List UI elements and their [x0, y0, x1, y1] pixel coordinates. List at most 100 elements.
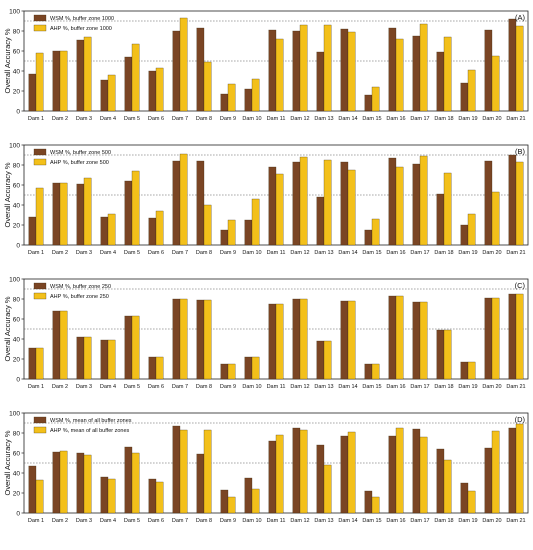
legend-swatch	[33, 24, 47, 32]
wsm-bar	[388, 295, 397, 380]
category-label: Dam 17	[410, 518, 429, 524]
ahp-bar	[155, 210, 164, 246]
wsm-bar	[244, 477, 253, 514]
y-tick-label: 80	[13, 28, 21, 35]
wsm-bar	[340, 300, 349, 380]
wsm-bar	[148, 70, 157, 112]
wsm-bar	[460, 82, 469, 112]
ahp-bar	[395, 166, 404, 246]
ahp-bar	[323, 340, 332, 380]
wsm-bar	[388, 435, 397, 514]
wsm-bar	[124, 180, 133, 246]
category-label: Dam 18	[434, 250, 453, 256]
ahp-bar	[251, 198, 260, 246]
ahp-bar	[347, 431, 356, 514]
chart-panel-0: 0 20 40 60 80 100 Overall Accuracy % Dam 1 Dam 2…	[3, 8, 529, 122]
ahp-bar	[59, 50, 68, 112]
wsm-bar	[508, 154, 517, 246]
category-label: Dam 16	[386, 384, 405, 390]
ahp-bar	[323, 464, 332, 514]
wsm-bar	[436, 51, 445, 112]
panel-label: (B)	[515, 147, 526, 156]
legend-label: WSM %, buffer zone 500	[50, 150, 111, 156]
ahp-bar	[347, 31, 356, 112]
ahp-bar	[491, 191, 500, 246]
wsm-bar	[172, 425, 181, 514]
category-label: Dam 14	[338, 116, 357, 122]
ahp-bar	[179, 153, 188, 246]
wsm-bar	[172, 160, 181, 246]
panel-label: (D)	[515, 415, 526, 424]
category-label: Dam 21	[506, 384, 525, 390]
y-axis-label: Overall Accuracy %	[3, 430, 12, 495]
y-tick-label: 60	[13, 316, 21, 323]
wsm-bar	[484, 29, 493, 112]
ahp-bar	[491, 430, 500, 514]
category-label: Dam 3	[76, 384, 92, 390]
category-label: Dam 11	[267, 116, 286, 122]
wsm-bar	[388, 157, 397, 246]
ahp-bar	[515, 161, 524, 246]
ahp-bar	[491, 55, 500, 112]
ahp-bar	[107, 339, 116, 380]
category-label: Dam 17	[410, 250, 429, 256]
category-label: Dam 21	[506, 250, 525, 256]
category-label: Dam 20	[482, 250, 501, 256]
category-label: Dam 20	[482, 518, 501, 524]
ahp-bar	[107, 478, 116, 514]
category-label: Dam 3	[76, 250, 92, 256]
category-label: Dam 4	[100, 518, 116, 524]
category-label: Dam 12	[290, 518, 309, 524]
ahp-bar	[227, 219, 236, 246]
ahp-bar	[203, 61, 212, 112]
wsm-bar	[484, 160, 493, 246]
category-label: Dam 16	[386, 116, 405, 122]
y-tick-label: 40	[13, 470, 21, 477]
wsm-bar	[124, 56, 133, 112]
wsm-bar	[220, 229, 229, 246]
wsm-bar	[124, 315, 133, 380]
ahp-bar	[179, 429, 188, 514]
wsm-bar	[268, 303, 277, 380]
category-label: Dam 4	[100, 250, 116, 256]
y-tick-label: 20	[13, 222, 21, 229]
category-label: Dam 1	[28, 116, 44, 122]
wsm-bar	[28, 73, 37, 112]
y-axis-label: Overall Accuracy %	[3, 28, 12, 93]
wsm-bar	[52, 50, 61, 112]
category-label: Dam 14	[338, 518, 357, 524]
category-label: Dam 18	[434, 518, 453, 524]
ahp-bar	[419, 436, 428, 514]
category-label: Dam 16	[386, 250, 405, 256]
category-label: Dam 12	[290, 384, 309, 390]
ahp-bar	[131, 452, 140, 514]
wsm-bar	[148, 478, 157, 514]
y-tick-label: 20	[13, 88, 21, 95]
ahp-bar	[299, 429, 308, 514]
category-label: Dam 2	[52, 384, 68, 390]
category-label: Dam 21	[506, 518, 525, 524]
wsm-bar	[460, 224, 469, 246]
category-label: Dam 10	[242, 518, 261, 524]
wsm-bar	[268, 440, 277, 514]
ahp-bar	[275, 38, 284, 112]
category-label: Dam 13	[314, 116, 333, 122]
y-tick-label: 80	[13, 162, 21, 169]
y-tick-label: 0	[16, 376, 20, 383]
category-label: Dam 6	[148, 384, 164, 390]
wsm-bar	[220, 93, 229, 112]
y-tick-label: 100	[9, 410, 20, 417]
ahp-bar	[443, 459, 452, 514]
category-label: Dam 2	[52, 250, 68, 256]
category-label: Dam 7	[172, 384, 188, 390]
legend-label: AHP %, buffer zone 250	[50, 294, 109, 300]
ahp-bar	[371, 86, 380, 112]
legend-label: WSM %, buffer zone 1000	[50, 16, 114, 22]
chart-panel-1: 0 20 40 60 80 100 Overall Accuracy % Dam 1 Dam 2…	[3, 142, 529, 256]
category-label: Dam 17	[410, 116, 429, 122]
ahp-bar	[347, 169, 356, 246]
wsm-bar	[28, 465, 37, 514]
wsm-bar	[484, 297, 493, 380]
ahp-bar	[227, 83, 236, 112]
